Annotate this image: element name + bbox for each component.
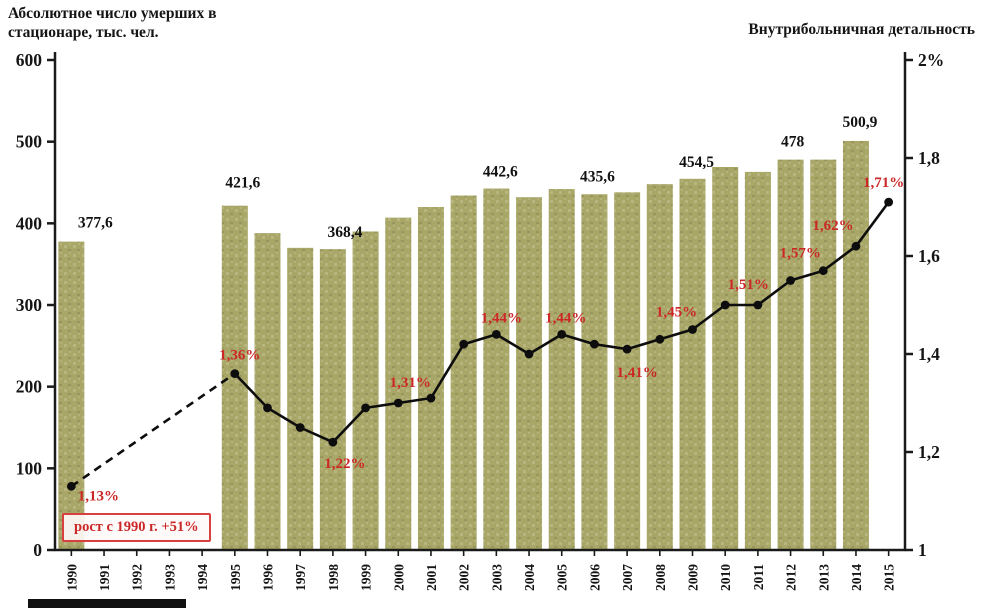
svg-text:1992: 1992	[130, 564, 145, 591]
bar-label-1998: 368,4	[327, 224, 362, 241]
svg-text:2000: 2000	[391, 564, 406, 591]
pct-label-2005: 1,44%	[545, 310, 586, 326]
pct-label-2009: 1,45%	[656, 305, 697, 321]
right-axis-title: Внутрибольничная детальность	[748, 21, 975, 38]
svg-text:2003: 2003	[489, 564, 504, 591]
bar-label-2006: 435,6	[580, 168, 615, 185]
growth-annotation-box: рост с 1990 г. +51%	[62, 513, 211, 542]
svg-text:500: 500	[16, 132, 43, 152]
svg-text:600: 600	[16, 50, 43, 70]
svg-text:1,6: 1,6	[918, 246, 940, 266]
svg-text:300: 300	[16, 295, 43, 315]
svg-text:2001: 2001	[424, 564, 439, 591]
left-axis-title-line2: стационаре, тыс. чел.	[8, 24, 159, 41]
svg-text:1996: 1996	[261, 564, 276, 591]
svg-text:1,4: 1,4	[918, 344, 940, 364]
axes: 600 500 400 300 200 100 0 2% 1,8 1,6 1,4 1,2 1 1990 19…	[16, 50, 945, 591]
svg-text:2014: 2014	[849, 564, 864, 591]
pct-label-1998: 1,22%	[324, 456, 365, 472]
svg-text:2004: 2004	[522, 564, 537, 591]
svg-text:2011: 2011	[751, 564, 766, 591]
svg-text:1,8: 1,8	[918, 148, 940, 168]
svg-text:200: 200	[16, 377, 43, 397]
pct-label-2015: 1,71%	[863, 175, 904, 191]
bar-label-1995: 421,6	[225, 175, 260, 192]
left-axis-title-line1: Абсолютное число умерших в	[8, 5, 217, 22]
svg-text:2006: 2006	[587, 564, 602, 591]
svg-text:2005: 2005	[555, 564, 570, 591]
svg-text:2013: 2013	[816, 564, 831, 591]
pct-label-2010: 1,51%	[728, 277, 769, 293]
pct-label-2007: 1,41%	[616, 365, 657, 381]
svg-text:2007: 2007	[620, 564, 635, 591]
data-labels: 377,6 421,6 368,4 442,6 435,6 454,5 478 500,9 1,…	[78, 114, 905, 504]
svg-text:2015: 2015	[882, 564, 897, 591]
svg-text:100: 100	[16, 458, 43, 478]
bar-label-2014: 500,9	[843, 114, 878, 131]
svg-text:1993: 1993	[162, 564, 177, 591]
svg-text:1999: 1999	[359, 564, 374, 591]
svg-text:1: 1	[918, 540, 927, 560]
svg-text:1990: 1990	[64, 564, 79, 591]
svg-text:2%: 2%	[918, 50, 944, 70]
pct-label-2003: 1,44%	[481, 310, 522, 326]
svg-text:1,2: 1,2	[918, 442, 940, 462]
pct-label-2013: 1,57%	[780, 246, 821, 262]
svg-text:400: 400	[16, 213, 43, 233]
svg-text:1997: 1997	[293, 564, 308, 591]
bar-label-2012: 478	[781, 134, 805, 151]
svg-text:1995: 1995	[228, 564, 243, 591]
svg-text:2009: 2009	[686, 564, 701, 591]
bar-label-1990: 377,6	[78, 215, 113, 232]
bottom-redaction-strip	[28, 599, 186, 608]
pct-label-1990: 1,13%	[78, 488, 119, 504]
line-series	[66, 197, 894, 491]
svg-text:1991: 1991	[97, 564, 112, 591]
svg-text:0: 0	[33, 540, 42, 560]
svg-text:2008: 2008	[653, 564, 668, 591]
pct-label-2000: 1,31%	[390, 375, 431, 391]
svg-text:2002: 2002	[457, 564, 472, 591]
svg-text:1998: 1998	[326, 564, 341, 591]
left-axis-title: Абсолютное число умерших в стационаре, т…	[8, 4, 216, 42]
svg-text:2010: 2010	[718, 564, 733, 591]
svg-text:1994: 1994	[195, 564, 210, 591]
pct-label-2014: 1,62%	[812, 218, 853, 234]
bar-label-2009: 454,5	[679, 154, 714, 171]
svg-text:2012: 2012	[784, 564, 799, 591]
pct-label-1995: 1,36%	[219, 348, 260, 364]
bar-label-2003: 442,6	[483, 164, 518, 181]
